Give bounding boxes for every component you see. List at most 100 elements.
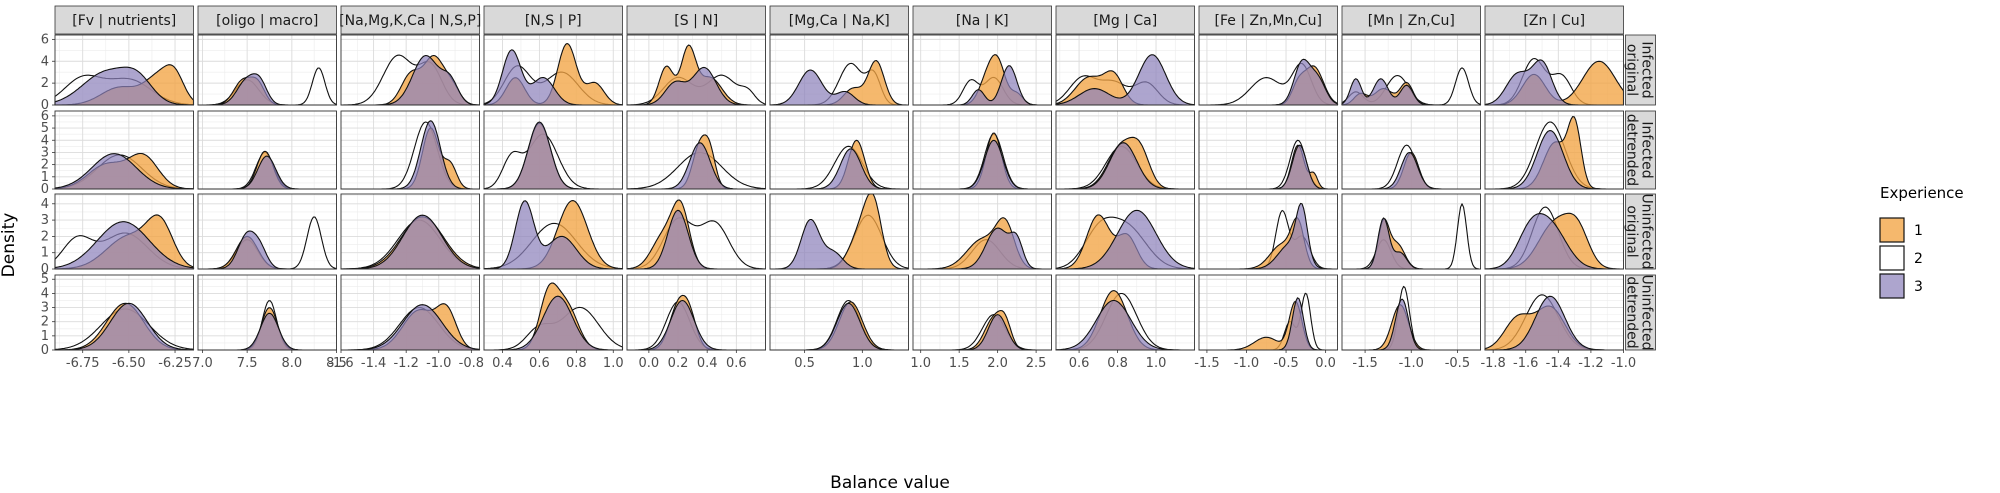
facet-panel (1341, 274, 1482, 351)
panel-border (1055, 110, 1195, 190)
column-strip (1341, 5, 1481, 35)
x-axis-title: Balance value (830, 473, 950, 493)
facet-panel (1198, 34, 1339, 106)
x-tick-label: -6.75 (66, 356, 100, 371)
panel-border (912, 193, 1052, 270)
column-strip (626, 5, 766, 35)
x-tick-label: -0.8 (459, 356, 484, 371)
facet-panel (1484, 34, 1625, 106)
row-strip-label: Uninfecteddetrended (1624, 274, 1655, 350)
y-tick-label: 2 (41, 76, 49, 91)
panel-border (912, 274, 1052, 351)
y-axis-title: Density (0, 213, 19, 278)
panel-border (1055, 34, 1195, 106)
facet-panel (1484, 110, 1625, 190)
column-strip-label: [N,S | P] (525, 13, 582, 29)
panel-border (769, 34, 909, 106)
x-tick-label: -6.25 (158, 356, 192, 371)
facet-panel (197, 274, 338, 351)
x-tick-label: 7.0 (192, 356, 213, 371)
row-strip-label-line: Uninfected (1639, 274, 1655, 350)
x-tick-label: -1.6 (328, 356, 353, 371)
x-tick-label: -1.0 (1399, 356, 1424, 371)
panel-border (340, 274, 480, 351)
panel-border (769, 274, 909, 351)
x-tick-label: 0.4 (697, 356, 718, 371)
facet-panel (483, 193, 624, 270)
column-strip (769, 5, 909, 35)
x-tick-label: -1.0 (1234, 356, 1259, 371)
column-strip (483, 5, 623, 35)
panel-border (54, 34, 194, 106)
x-tick-label: -1.2 (1578, 356, 1603, 371)
y-tick-label: 0 (41, 343, 49, 358)
panel-border (1198, 274, 1338, 351)
facet-panel (769, 274, 910, 351)
panel-border (769, 110, 909, 190)
density-series-3 (54, 153, 195, 190)
density-series-3 (1055, 54, 1196, 106)
x-tick-label: 0.0 (639, 356, 660, 371)
x-tick-label: 0.8 (566, 356, 587, 371)
y-tick-label: 1 (41, 329, 49, 344)
panel-border (1484, 34, 1624, 106)
facet-panel (483, 34, 624, 106)
legend-swatch-3 (1879, 273, 1905, 299)
column-strip-label: [oligo | macro] (216, 13, 318, 29)
y-tick-label: 4 (41, 54, 49, 69)
panel-border (626, 110, 766, 190)
panel-border (1341, 34, 1481, 106)
facet-panel (1341, 34, 1482, 106)
x-tick-label: 1.0 (910, 356, 931, 371)
column-strip-label: [Fv | nutrients] (72, 13, 176, 29)
x-tick-label: -1.6 (1513, 356, 1538, 371)
y-tick-label: 3 (41, 301, 49, 316)
density-series-3 (54, 221, 195, 270)
panel-border (340, 193, 480, 270)
x-tick-label: 1.0 (1146, 356, 1167, 371)
facet-panel (626, 274, 767, 351)
column-strip-label: [S | N] (674, 13, 718, 29)
facet-panel (626, 34, 767, 106)
row-strip-label: Uninfectedoriginal (1624, 193, 1655, 269)
x-tick-label: -0.5 (1273, 356, 1298, 371)
y-tick-label: 4 (41, 197, 49, 212)
panel-border (1055, 193, 1195, 270)
x-tick-label: 1.0 (603, 356, 624, 371)
facet-panel (1198, 274, 1339, 351)
x-tick-label: 0.5 (794, 356, 815, 371)
facet-panel (54, 274, 195, 351)
panel-border (1484, 110, 1624, 190)
x-tick-label: -0.5 (1445, 356, 1470, 371)
row-strip-label-line: Infected (1639, 41, 1655, 98)
y-tick-label: 5 (41, 121, 49, 136)
facet-panel (483, 274, 624, 351)
x-tick-label: -1.0 (426, 356, 451, 371)
facet-panel (1484, 274, 1625, 351)
facet-panel (1055, 34, 1196, 106)
facet-panel (769, 110, 910, 190)
density-series-3 (54, 302, 195, 351)
row-strip-label-line: detrended (1624, 114, 1640, 186)
x-tick-label: 1.0 (852, 356, 873, 371)
x-tick-label: 2.5 (1026, 356, 1047, 371)
panel-border (626, 274, 766, 351)
legend: Experience 1 2 3 (1879, 184, 1964, 299)
legend-swatch-1 (1879, 217, 1905, 243)
facet-panel (197, 34, 338, 106)
facet-panel (912, 274, 1053, 351)
y-tick-label: 4 (41, 286, 49, 301)
facet-panel (340, 193, 481, 270)
x-tick-label: -1.4 (1546, 356, 1571, 371)
facet-panel (1198, 110, 1339, 190)
y-tick-label: 6 (41, 32, 49, 47)
panel-border (197, 193, 337, 270)
column-strip-label: [Fe | Zn,Mn,Cu] (1215, 13, 1322, 29)
panel-border (54, 110, 194, 190)
row-strip (1625, 34, 1656, 106)
y-tick-label: 5 (41, 272, 49, 287)
y-tick-label: 0 (41, 182, 49, 197)
facet-panel (626, 110, 767, 190)
y-tick-label: 2 (41, 229, 49, 244)
